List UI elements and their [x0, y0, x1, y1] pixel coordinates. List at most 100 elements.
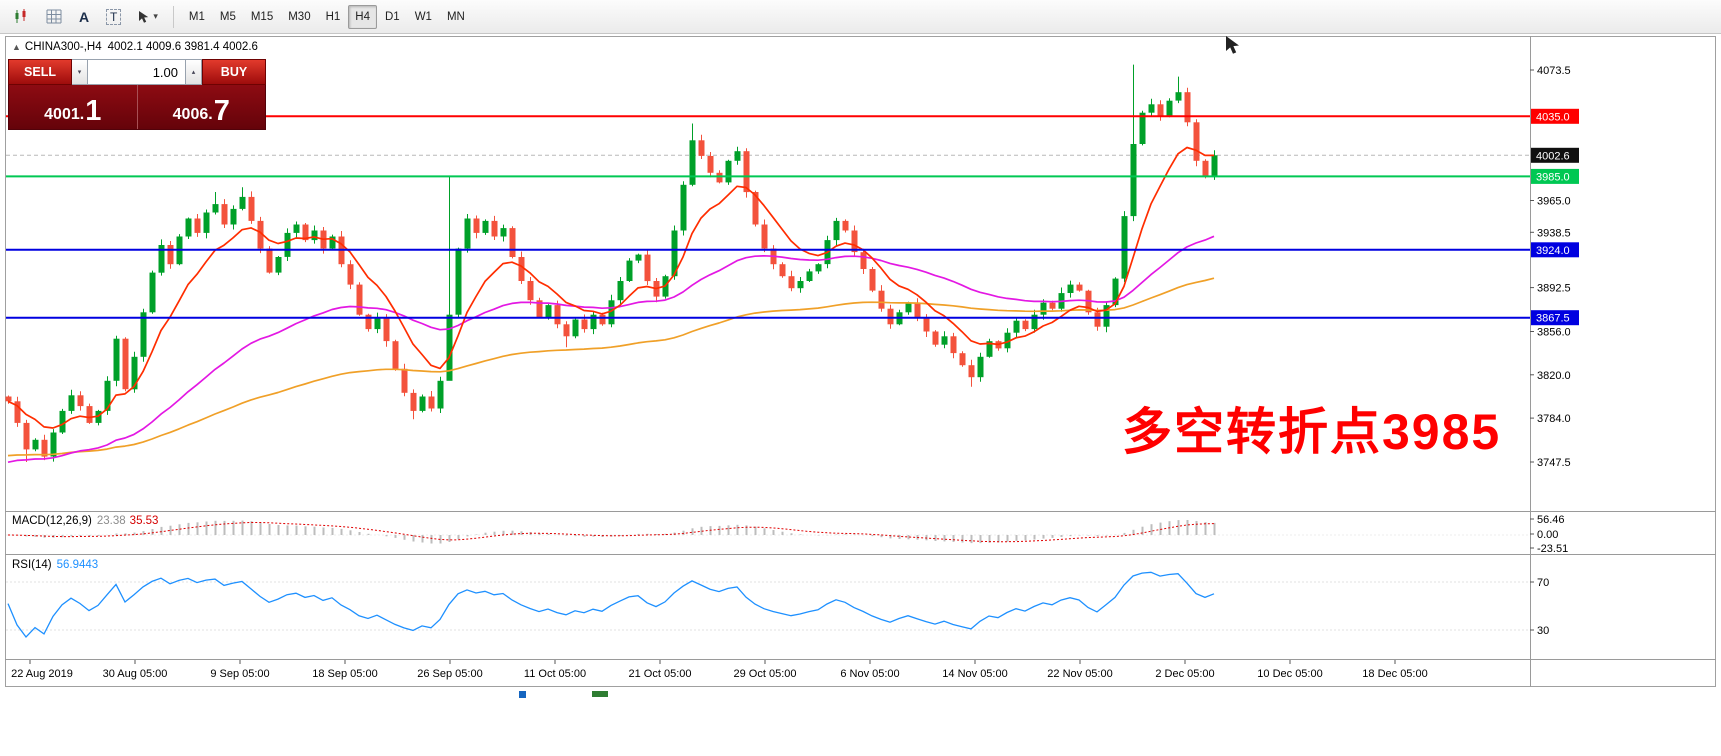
collapse-trade-panel-icon[interactable]: ▲ [12, 42, 21, 52]
macd-indicator-label: MACD(12,26,9) 23.38 35.53 [12, 515, 158, 527]
candle-body [158, 245, 165, 273]
time-axis-label: 29 Oct 05:00 [734, 668, 797, 680]
candle-body [113, 338, 120, 381]
candle-body [248, 196, 255, 221]
price-badge: 4035.0 [1531, 108, 1579, 124]
candle-body [50, 432, 57, 457]
cursor-arrow-icon [139, 10, 149, 23]
candle-body [41, 439, 48, 457]
candle-body [716, 172, 723, 183]
candle-body [680, 184, 687, 231]
candle-body [293, 224, 300, 233]
candle-body [230, 208, 237, 225]
candle-body [1112, 278, 1119, 306]
timeframe-button-m1[interactable]: M1 [188, 10, 205, 23]
candle-body [1166, 100, 1173, 117]
timeframe-button-m5[interactable]: M5 [219, 10, 236, 23]
candle-body [482, 220, 489, 233]
candle-body [140, 312, 147, 357]
sell-button[interactable]: SELL [8, 59, 72, 85]
candle-body [257, 220, 264, 249]
price-axis-label: 4073.5 [1537, 65, 1571, 77]
macd-signal-line [7, 522, 1215, 543]
candle-body [1184, 92, 1191, 123]
candle-body [905, 302, 912, 313]
candle-body [86, 406, 93, 423]
candle-body [473, 218, 480, 233]
candle-body [284, 232, 291, 257]
one-click-trading-panel: SELL ▾ ▴ BUY 4001.1 4006.7 [8, 59, 266, 130]
status-marker-blue [519, 691, 526, 698]
candle-body [761, 224, 768, 249]
volume-input[interactable] [88, 59, 186, 85]
candle-body [131, 356, 138, 390]
candle-body [446, 314, 453, 381]
rsi-axis-label: 70 [1537, 577, 1549, 589]
candle-body [1013, 320, 1020, 333]
chart-annotation-text: 多空转折点3985 [1122, 404, 1502, 460]
macd-axis-label: -23.51 [1537, 543, 1568, 555]
candle-body [986, 341, 993, 357]
price-badge: 4002.6 [1531, 147, 1579, 163]
chart-ohlc-header: ▲ CHINA300-,H4 4002.1 4009.6 3981.4 4002.6 [12, 41, 258, 53]
price-axis-label: 3784.0 [1537, 413, 1571, 425]
candle-body [1049, 302, 1056, 309]
time-axis-label: 18 Dec 05:00 [1362, 668, 1427, 680]
mouse-cursor-icon [1226, 36, 1239, 54]
candle-body [356, 284, 363, 315]
status-marker-green [592, 691, 608, 697]
candle-body [815, 264, 822, 272]
buy-button[interactable]: BUY [202, 59, 266, 85]
volume-decrease-spinner[interactable]: ▾ [72, 59, 88, 85]
rsi-value: 56.9443 [56, 559, 99, 571]
candle-body [14, 401, 21, 423]
text-frame-tool-button[interactable]: T [99, 5, 128, 29]
timeframe-button-mn[interactable]: MN [446, 10, 465, 23]
timeframe-button-h1[interactable]: H1 [325, 10, 341, 23]
timeframe-button-h4[interactable]: H4 [348, 4, 377, 29]
candle-body [410, 392, 417, 411]
ma-line-fast [7, 146, 1214, 429]
candle-body [518, 257, 525, 281]
timeframe-button-m30[interactable]: M30 [288, 10, 311, 23]
macd-axis-label: 56.46 [1537, 514, 1565, 526]
candle-body [1175, 92, 1182, 101]
text-annotation-tool-button[interactable]: A [71, 5, 97, 29]
letter-t-icon: T [106, 8, 122, 25]
candle-body [932, 331, 939, 345]
cursor-tool-button[interactable]: ▾ [130, 5, 165, 29]
candlestick-tool-button[interactable] [6, 5, 37, 29]
candle-body [401, 368, 408, 393]
volume-increase-spinner[interactable]: ▴ [186, 59, 202, 85]
grid-tool-button[interactable] [39, 5, 69, 29]
candle-body [707, 156, 714, 173]
candle-body [788, 276, 795, 289]
macd-name: MACD(12,26,9) [12, 515, 92, 527]
candle-body [212, 204, 219, 213]
price-badge: 3985.0 [1531, 168, 1579, 184]
candle-body [599, 314, 606, 325]
candle-body [1139, 112, 1146, 144]
candle-body [221, 204, 228, 225]
time-axis-label: 21 Oct 05:00 [629, 668, 692, 680]
candle-body [833, 220, 840, 241]
candle-body [5, 396, 12, 402]
toolbar-separator [172, 5, 174, 28]
svg-text:3924.0: 3924.0 [1536, 245, 1570, 257]
price-axis-label: 3820.0 [1537, 370, 1571, 382]
candle-body [149, 272, 156, 313]
timeframe-button-d1[interactable]: D1 [385, 10, 400, 23]
candle-body [743, 151, 750, 193]
candle-body [959, 353, 966, 366]
timeframe-button-w1[interactable]: W1 [414, 10, 432, 23]
candle-body [536, 300, 543, 318]
candle-body [464, 218, 471, 249]
candle-body [860, 252, 867, 269]
candle-body [59, 410, 66, 433]
timeframe-button-m15[interactable]: M15 [250, 10, 274, 23]
candle-body [734, 151, 741, 161]
price-axis-label: 3938.5 [1537, 227, 1571, 239]
candle-body [239, 196, 246, 209]
candle-body [500, 228, 507, 237]
